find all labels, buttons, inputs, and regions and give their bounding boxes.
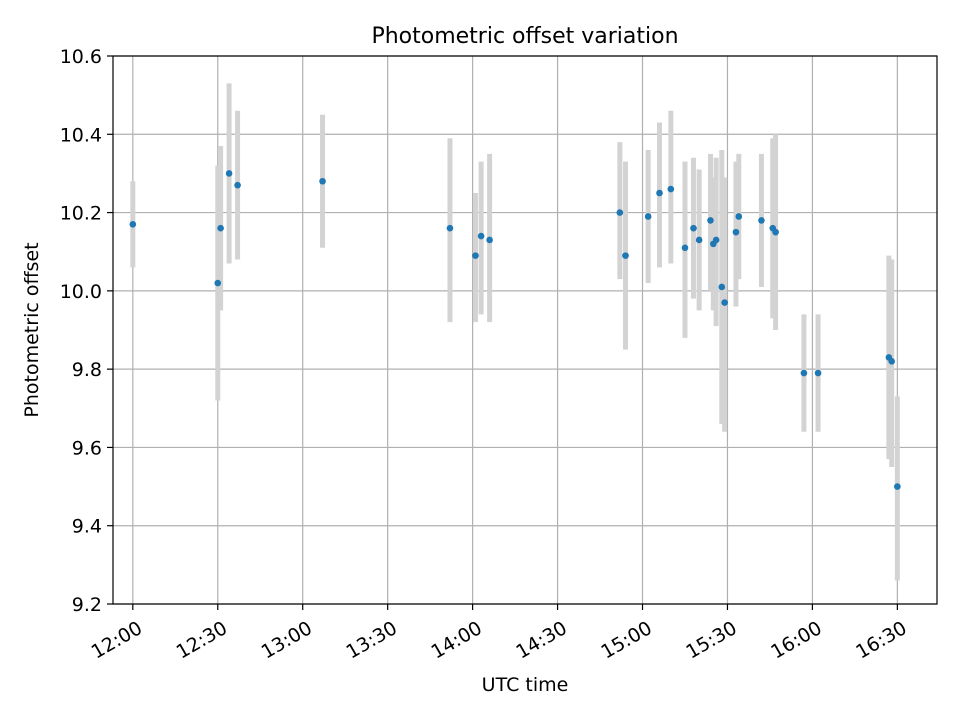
- data-point: [477, 232, 485, 240]
- y-tick-label: 9.8: [72, 359, 102, 381]
- data-point: [707, 217, 714, 224]
- data-point: [616, 209, 624, 216]
- data-point: [667, 185, 675, 193]
- data-point: [894, 483, 901, 490]
- data-point: [644, 213, 652, 220]
- chart-title: Photometric offset variation: [371, 24, 678, 49]
- data-point: [319, 177, 326, 185]
- data-points: [129, 170, 901, 490]
- data-point: [622, 252, 629, 259]
- data-point: [486, 236, 493, 244]
- data-point: [225, 170, 233, 177]
- y-tick-label: 10.0: [60, 281, 102, 303]
- data-point: [690, 224, 697, 232]
- data-point: [888, 358, 895, 365]
- y-tick-label: 10.6: [60, 46, 102, 68]
- data-point: [472, 252, 479, 259]
- data-point: [234, 181, 241, 189]
- plot-frame: [112, 55, 938, 605]
- data-point: [712, 236, 720, 244]
- x-axis-label: UTC time: [482, 674, 569, 696]
- data-point: [758, 217, 765, 224]
- data-point: [681, 244, 689, 252]
- data-point: [695, 236, 703, 244]
- y-tick-label: 9.4: [72, 516, 102, 538]
- data-point: [735, 213, 743, 220]
- data-point: [800, 369, 808, 377]
- y-tick-label: 10.4: [60, 124, 102, 146]
- y-tick-label: 9.2: [72, 594, 102, 616]
- y-tick-label: 9.6: [72, 437, 102, 459]
- data-point: [446, 224, 454, 232]
- data-point: [814, 369, 822, 377]
- y-axis: 9.2 9.4 9.6 9.8 10.0 10.2 10.4 10.6: [60, 46, 113, 616]
- data-point: [129, 221, 137, 228]
- data-point: [214, 279, 222, 287]
- y-tick-label: 10.2: [60, 203, 102, 225]
- data-point: [718, 283, 726, 291]
- data-point: [721, 299, 728, 306]
- data-point: [217, 224, 224, 232]
- data-point: [656, 189, 663, 197]
- y-axis-label: Photometric offset: [21, 242, 43, 417]
- data-point: [732, 228, 740, 236]
- data-point: [772, 228, 779, 236]
